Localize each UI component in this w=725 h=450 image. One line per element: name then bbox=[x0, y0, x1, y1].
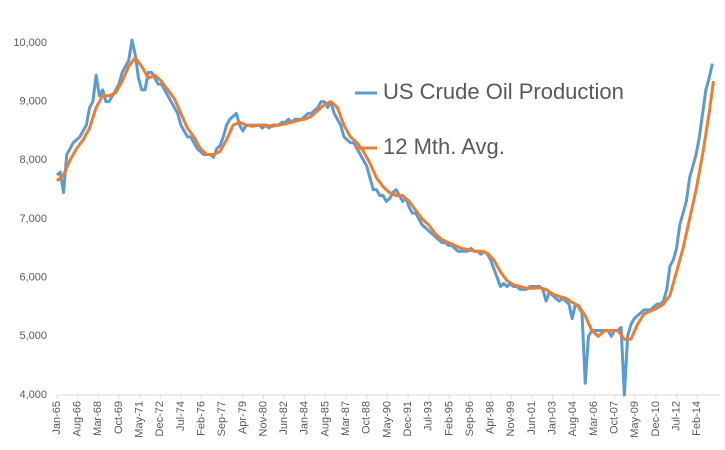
x-tick-label: Apr-79 bbox=[237, 401, 249, 434]
x-tick-label: Jul-93 bbox=[423, 401, 435, 431]
x-tick-label: Mar-06 bbox=[588, 401, 600, 436]
legend-label: US Crude Oil Production bbox=[383, 79, 624, 104]
x-tick-label: Nov-80 bbox=[257, 401, 269, 436]
x-tick-label: Sep-77 bbox=[216, 401, 228, 436]
x-tick-label: Jun-82 bbox=[278, 401, 290, 435]
x-tick-label: Oct-88 bbox=[361, 401, 373, 434]
x-tick-label: Dec-72 bbox=[154, 401, 166, 436]
x-tick-label: Aug-85 bbox=[319, 401, 331, 436]
x-tick-label: Oct-07 bbox=[608, 401, 620, 434]
x-tick-label: Dec-10 bbox=[650, 401, 662, 436]
x-tick-label: Sep-96 bbox=[464, 401, 476, 436]
x-tick-label: Jan-84 bbox=[299, 401, 311, 435]
y-tick-label: 10,000 bbox=[13, 37, 47, 49]
x-tick-label: Mar-68 bbox=[92, 401, 104, 436]
x-tick-label: Jun-01 bbox=[526, 401, 538, 435]
x-tick-label: Dec-91 bbox=[402, 401, 414, 436]
x-tick-label: Feb-14 bbox=[691, 401, 703, 436]
y-tick-label: 9,000 bbox=[19, 96, 47, 108]
x-tick-label: Jan-03 bbox=[547, 401, 559, 435]
x-tick-label: Aug-66 bbox=[72, 401, 84, 436]
x-tick-label: May-09 bbox=[629, 401, 641, 438]
y-tick-label: 7,000 bbox=[19, 213, 47, 225]
legend-label: 12 Mth. Avg. bbox=[383, 134, 505, 159]
x-tick-label: Jan-65 bbox=[51, 401, 63, 435]
x-tick-label: Nov-99 bbox=[505, 401, 517, 436]
y-tick-label: 8,000 bbox=[19, 154, 47, 166]
y-tick-label: 6,000 bbox=[19, 272, 47, 284]
x-tick-label: Apr-98 bbox=[485, 401, 497, 434]
x-tick-label: Mar-87 bbox=[340, 401, 352, 436]
x-tick-label: Jul-12 bbox=[670, 401, 682, 431]
x-tick-label: May-90 bbox=[381, 401, 393, 438]
x-tick-label: Aug-04 bbox=[567, 401, 579, 436]
x-tick-label: Jul-74 bbox=[175, 401, 187, 431]
series-line bbox=[55, 56, 715, 341]
x-tick-label: Oct-69 bbox=[113, 401, 125, 434]
x-tick-label: Feb-76 bbox=[195, 401, 207, 436]
x-tick-label: Feb-95 bbox=[443, 401, 455, 436]
y-tick-label: 4,000 bbox=[19, 389, 47, 401]
x-tick-label: May-71 bbox=[134, 401, 146, 438]
y-tick-label: 5,000 bbox=[19, 330, 47, 342]
